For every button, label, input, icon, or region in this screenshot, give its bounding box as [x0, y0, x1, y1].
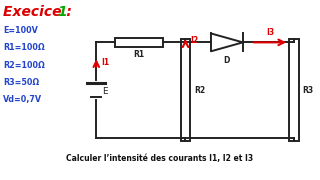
Text: I2: I2 [190, 36, 198, 45]
Bar [116, 38, 163, 47]
Text: Vd=0,7V: Vd=0,7V [3, 95, 42, 104]
Bar [181, 39, 190, 141]
Text: R2: R2 [194, 86, 205, 94]
Text: R1=100Ω: R1=100Ω [3, 43, 45, 52]
Text: D: D [224, 56, 230, 65]
Text: R3: R3 [302, 86, 314, 94]
Text: I1: I1 [101, 58, 109, 68]
Text: Execice :: Execice : [3, 5, 77, 19]
Text: R2=100Ω: R2=100Ω [3, 60, 45, 69]
Text: E: E [102, 87, 108, 96]
Text: 1: 1 [57, 5, 67, 19]
Text: E=100V: E=100V [3, 26, 38, 35]
Text: R3=50Ω: R3=50Ω [3, 78, 39, 87]
Text: I3: I3 [267, 28, 275, 37]
Bar [289, 39, 299, 141]
Text: R1: R1 [134, 50, 145, 59]
Text: Calculer l’intensité des courants I1, I2 et I3: Calculer l’intensité des courants I1, I2… [67, 154, 253, 163]
